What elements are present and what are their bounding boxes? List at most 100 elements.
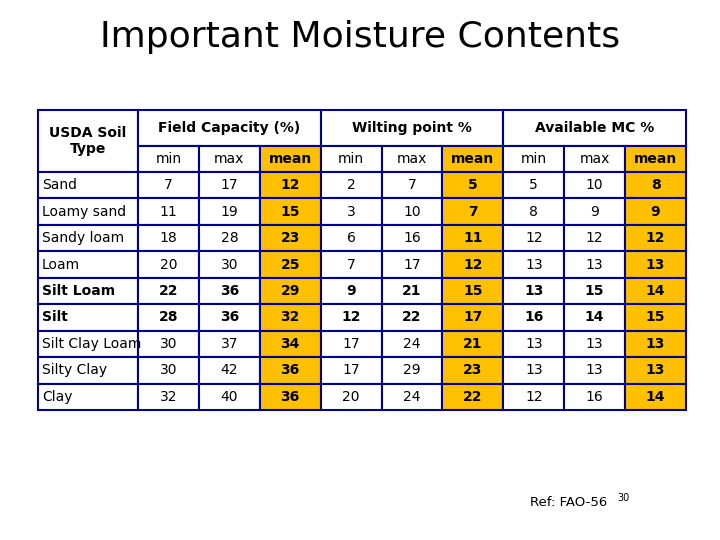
Bar bbox=[138, 110, 320, 146]
Bar bbox=[320, 225, 382, 251]
Text: min: min bbox=[156, 152, 181, 166]
Text: 15: 15 bbox=[646, 310, 665, 325]
Bar bbox=[38, 172, 138, 198]
Bar bbox=[320, 198, 382, 225]
Bar bbox=[564, 225, 625, 251]
Text: 22: 22 bbox=[158, 284, 178, 298]
Text: 13: 13 bbox=[525, 258, 543, 272]
Text: 9: 9 bbox=[590, 205, 599, 219]
Text: 20: 20 bbox=[343, 390, 360, 404]
Bar bbox=[625, 198, 686, 225]
Text: 13: 13 bbox=[525, 363, 543, 377]
Text: 13: 13 bbox=[524, 284, 544, 298]
Bar bbox=[503, 383, 564, 410]
Text: 22: 22 bbox=[402, 310, 422, 325]
Text: 36: 36 bbox=[281, 390, 300, 404]
Bar bbox=[625, 251, 686, 278]
Bar bbox=[503, 110, 686, 146]
Text: 30: 30 bbox=[160, 337, 177, 351]
Bar bbox=[320, 146, 382, 172]
Bar bbox=[443, 383, 503, 410]
Bar bbox=[260, 225, 320, 251]
Text: 12: 12 bbox=[525, 231, 543, 245]
Bar bbox=[260, 357, 320, 383]
Bar bbox=[443, 278, 503, 304]
Bar bbox=[503, 330, 564, 357]
Text: mean: mean bbox=[451, 152, 495, 166]
Bar bbox=[38, 357, 138, 383]
Text: 12: 12 bbox=[525, 390, 543, 404]
Text: 12: 12 bbox=[281, 178, 300, 192]
Bar bbox=[199, 278, 260, 304]
Text: mean: mean bbox=[269, 152, 312, 166]
Text: Silt Clay Loam: Silt Clay Loam bbox=[42, 337, 141, 351]
Bar bbox=[38, 330, 138, 357]
Text: 28: 28 bbox=[158, 310, 178, 325]
Text: 10: 10 bbox=[586, 178, 603, 192]
Bar bbox=[382, 251, 443, 278]
Text: 23: 23 bbox=[281, 231, 300, 245]
Text: 19: 19 bbox=[220, 205, 238, 219]
Bar bbox=[625, 383, 686, 410]
Text: 16: 16 bbox=[586, 390, 603, 404]
Text: 23: 23 bbox=[463, 363, 482, 377]
Bar bbox=[625, 357, 686, 383]
Bar bbox=[38, 198, 138, 225]
Text: 17: 17 bbox=[463, 310, 482, 325]
Bar bbox=[564, 146, 625, 172]
Bar bbox=[443, 357, 503, 383]
Text: 28: 28 bbox=[220, 231, 238, 245]
Bar bbox=[320, 383, 382, 410]
Text: 16: 16 bbox=[524, 310, 544, 325]
Bar bbox=[199, 172, 260, 198]
Bar bbox=[382, 146, 443, 172]
Text: Wilting point %: Wilting point % bbox=[352, 121, 472, 135]
Text: 15: 15 bbox=[585, 284, 604, 298]
Bar bbox=[443, 172, 503, 198]
Text: 9: 9 bbox=[346, 284, 356, 298]
Bar bbox=[199, 304, 260, 330]
Text: 11: 11 bbox=[463, 231, 482, 245]
Text: 36: 36 bbox=[220, 310, 239, 325]
Text: Sandy loam: Sandy loam bbox=[42, 231, 124, 245]
Bar bbox=[138, 198, 199, 225]
Bar bbox=[138, 225, 199, 251]
Bar bbox=[199, 357, 260, 383]
Bar bbox=[199, 146, 260, 172]
Text: 5: 5 bbox=[468, 178, 478, 192]
Text: 13: 13 bbox=[525, 337, 543, 351]
Bar bbox=[382, 278, 443, 304]
Bar bbox=[382, 330, 443, 357]
Bar bbox=[138, 330, 199, 357]
Bar bbox=[199, 251, 260, 278]
Bar bbox=[625, 304, 686, 330]
Text: 18: 18 bbox=[160, 231, 177, 245]
Text: Silt: Silt bbox=[42, 310, 68, 325]
Text: 21: 21 bbox=[402, 284, 422, 298]
Text: 16: 16 bbox=[403, 231, 421, 245]
Bar bbox=[138, 251, 199, 278]
Bar bbox=[564, 383, 625, 410]
Bar bbox=[138, 357, 199, 383]
Bar bbox=[260, 146, 320, 172]
Text: 8: 8 bbox=[651, 178, 660, 192]
Text: 20: 20 bbox=[160, 258, 177, 272]
Text: min: min bbox=[521, 152, 547, 166]
Text: 24: 24 bbox=[403, 337, 420, 351]
Bar bbox=[382, 198, 443, 225]
Bar bbox=[503, 251, 564, 278]
Bar bbox=[443, 225, 503, 251]
Bar bbox=[443, 146, 503, 172]
Bar bbox=[625, 278, 686, 304]
Text: max: max bbox=[214, 152, 245, 166]
Text: 7: 7 bbox=[347, 258, 356, 272]
Text: 30: 30 bbox=[617, 493, 629, 503]
Text: 13: 13 bbox=[586, 258, 603, 272]
Bar bbox=[382, 225, 443, 251]
Bar bbox=[382, 172, 443, 198]
Text: 5: 5 bbox=[529, 178, 538, 192]
Text: 32: 32 bbox=[160, 390, 177, 404]
Bar bbox=[564, 251, 625, 278]
Text: USDA Soil
Type: USDA Soil Type bbox=[50, 126, 127, 156]
Bar bbox=[443, 251, 503, 278]
